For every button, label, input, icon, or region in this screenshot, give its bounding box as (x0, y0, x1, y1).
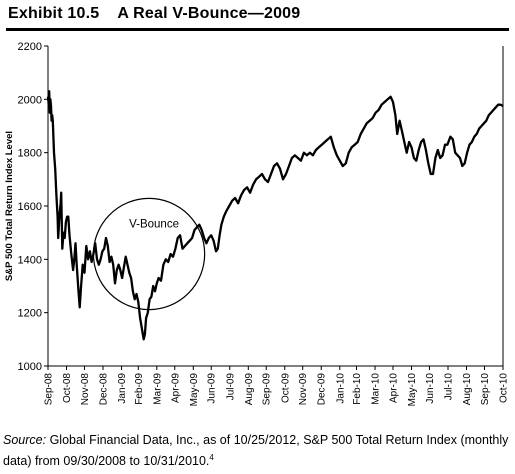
source-text: Global Financial Data, Inc., as of 10/25… (3, 433, 509, 469)
x-tick-label: Sep-10 (480, 373, 491, 406)
exhibit-title: A Real V-Bounce—2009 (117, 5, 301, 22)
x-tick-label: Jun-10 (425, 373, 436, 404)
y-tick-label: 1400 (18, 254, 42, 266)
x-tick-label: Dec-09 (317, 373, 328, 406)
v-bounce-circle (92, 197, 206, 311)
x-tick-label: Oct-09 (280, 373, 291, 403)
x-tick-label: Sep-09 (262, 373, 273, 406)
x-tick-label: Aug-10 (462, 373, 473, 406)
source-note: Source: Global Financial Data, Inc., as … (3, 432, 511, 470)
x-tick-label: May-10 (407, 373, 418, 407)
series-line (46, 90, 504, 341)
x-tick-label: Nov-09 (298, 373, 309, 406)
v-bounce-annotation: V-Bounce (92, 197, 206, 311)
x-tick-label: Jul-09 (225, 373, 236, 401)
x-tick-label: Jan-09 (117, 373, 128, 404)
v-bounce-label: V-Bounce (129, 218, 179, 230)
x-tick-label: Feb-10 (352, 373, 363, 405)
x-tick-label: May-09 (189, 373, 200, 407)
x-tick-label: Dec-08 (99, 373, 110, 406)
exhibit-header: Exhibit 10.5 A Real V-Bounce—2009 (6, 0, 509, 33)
x-tick-label: Apr-09 (170, 373, 181, 403)
x-axis: Sep-08 Oct-08 Nov-08 Dec-08 Jan-09 Feb-09 Mar-… (44, 46, 510, 406)
x-tick-label: Mar-09 (152, 373, 163, 405)
x-tick-label: Jan-10 (335, 373, 346, 404)
x-tick-label: Aug-09 (244, 373, 255, 406)
source-label: Source: (3, 433, 47, 447)
x-tick-label: Sep-08 (44, 373, 55, 406)
y-tick-label: 1200 (18, 308, 42, 320)
y-tick-label: 1800 (18, 148, 42, 160)
y-ticks: 1000 1200 1400 1600 1800 2000 2200 (18, 41, 48, 373)
exhibit-title-line: Exhibit 10.5 A Real V-Bounce—2009 (8, 5, 300, 23)
x-tick-label: Mar-10 (371, 373, 382, 405)
y-tick-label: 2000 (18, 94, 42, 106)
x-tick-label: Oct-10 (499, 373, 510, 403)
y-tick-label: 1600 (18, 201, 42, 213)
source-footnote: 4 (209, 453, 214, 462)
x-ticks: Sep-08 Oct-08 Nov-08 Dec-08 Jan-09 Feb-09 Mar-… (44, 366, 510, 406)
x-tick-label: Feb-09 (134, 373, 145, 405)
x-tick-label: Oct-08 (62, 373, 73, 403)
chart: 1000 1200 1400 1600 1800 2000 2200 S&P 500 Tot… (4, 41, 510, 406)
y-tick-label: 1000 (18, 361, 42, 373)
y-axis-label: S&P 500 Total Return Index Level (4, 131, 15, 281)
x-tick-label: Apr-10 (388, 373, 399, 403)
x-tick-label: Jun-09 (207, 373, 218, 404)
header-rule (6, 28, 509, 31)
y-tick-label: 2200 (18, 41, 42, 53)
x-tick-label: Nov-08 (80, 373, 91, 406)
x-tick-label: Jul-10 (443, 373, 454, 401)
exhibit-number: Exhibit 10.5 (8, 5, 100, 22)
y-axis: 1000 1200 1400 1600 1800 2000 2200 S&P 500 Tot… (4, 41, 49, 373)
